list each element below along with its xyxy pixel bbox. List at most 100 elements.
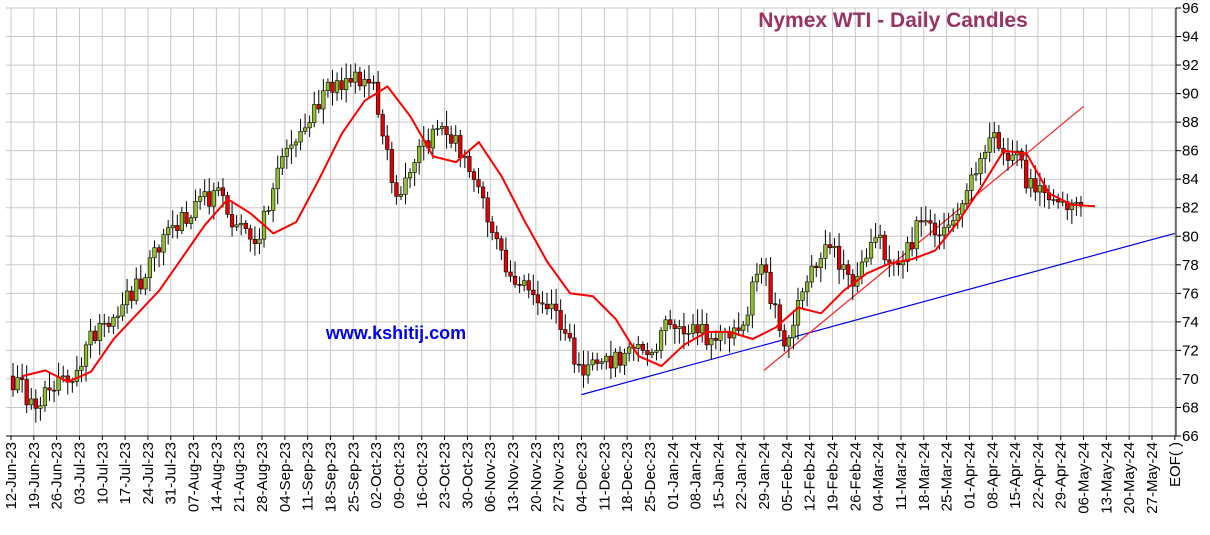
x-tick-label: EOF( ) — [1167, 442, 1184, 487]
candle-body — [106, 322, 111, 327]
candle-body — [494, 232, 499, 240]
x-tick-label: 07-Aug-23 — [186, 442, 203, 512]
candle-body — [449, 134, 454, 144]
candle-body — [1028, 178, 1033, 189]
candle-body — [695, 324, 700, 334]
candle-body — [129, 290, 134, 301]
candle-body — [517, 284, 522, 286]
candle-body — [613, 351, 618, 369]
candle-body — [284, 147, 289, 157]
candle-body — [321, 90, 326, 110]
candle-body — [996, 132, 1001, 149]
x-tick-label: 26-Feb-24 — [847, 442, 864, 511]
candle-body — [672, 324, 677, 329]
candle-body — [1005, 152, 1011, 161]
y-tick-label: 70 — [1182, 371, 1199, 388]
x-tick-label: 16-Oct-23 — [414, 442, 431, 509]
chart-title: Nymex WTI - Daily Candles — [758, 9, 1028, 32]
candle-body — [56, 376, 61, 391]
candle-body — [24, 379, 29, 406]
candle-body — [10, 375, 16, 391]
candle-body — [590, 359, 595, 366]
candle-body — [467, 156, 472, 172]
candle-body — [220, 187, 226, 196]
watermark-url: www.kshitij.com — [325, 323, 466, 343]
candle-body — [439, 126, 445, 129]
candle-body — [531, 289, 536, 296]
candle-body — [15, 377, 20, 391]
candle-body — [380, 113, 385, 137]
candle-body — [271, 188, 276, 211]
axes: 66 68 70 72 74 76 78 80 82 84 86 88 90 92 94 96 12-Jun-2… — [3, 0, 1199, 514]
candle-body — [827, 244, 833, 248]
x-tick-label: 15-Apr-24 — [1007, 442, 1024, 509]
candle-body — [718, 331, 723, 341]
candle-body — [471, 171, 477, 180]
candle-body — [430, 128, 435, 149]
x-tick-label: 27-May-24 — [1144, 442, 1161, 514]
candle-body — [366, 79, 372, 84]
candle-body — [225, 195, 230, 215]
candle-body — [599, 361, 604, 364]
candle-body — [307, 122, 312, 129]
x-tick-label: 08-Apr-24 — [984, 442, 1001, 509]
candle-body — [1024, 159, 1029, 189]
candle-body — [88, 330, 93, 346]
candle-body — [51, 389, 57, 392]
candle-body — [522, 280, 527, 286]
candle-body — [640, 344, 645, 351]
candle-body — [795, 300, 801, 326]
candle-body — [932, 222, 938, 236]
candle-body — [773, 303, 778, 306]
x-tick-label: 12-Feb-24 — [802, 442, 819, 511]
candle-body — [928, 220, 933, 224]
candle-body — [298, 130, 303, 143]
candle-body — [398, 194, 404, 197]
candle-body — [47, 387, 52, 391]
y-tick-label: 92 — [1182, 57, 1199, 74]
candle-body — [576, 363, 582, 366]
candle-body — [700, 324, 705, 334]
x-tick-label: 22-Jan-24 — [733, 442, 750, 510]
candle-body — [357, 71, 362, 87]
x-tick-label: 18-Mar-24 — [916, 442, 933, 511]
candle-body — [850, 274, 855, 287]
candle-body — [558, 310, 563, 330]
candle-body — [741, 324, 746, 331]
candle-body — [823, 244, 828, 259]
candle-body — [444, 126, 449, 136]
candle-body — [339, 80, 344, 90]
candle-body — [983, 151, 988, 159]
grid — [6, 7, 1176, 437]
candle-body — [832, 245, 837, 248]
candle-body — [859, 261, 865, 277]
candle-body — [120, 304, 125, 317]
candle-body — [654, 350, 659, 353]
x-tick-label: 11-Dec-23 — [596, 442, 613, 511]
candle-body — [403, 177, 408, 195]
candle-body — [289, 144, 294, 149]
candle-body — [334, 80, 340, 93]
candle-body — [353, 71, 358, 83]
candle-body — [544, 303, 550, 310]
candle-body — [234, 224, 239, 228]
candle-body — [125, 290, 130, 306]
candle-body — [946, 224, 951, 229]
candle-body — [754, 273, 760, 283]
candle-body — [745, 314, 750, 326]
candle-body — [211, 190, 216, 207]
x-tick-label: 28-Aug-23 — [254, 442, 271, 512]
candle-body — [198, 196, 203, 202]
x-tick-label: 05-Feb-24 — [779, 442, 796, 511]
candle-body — [42, 387, 48, 407]
candle-body — [905, 242, 910, 262]
candle-body — [759, 264, 764, 275]
candle-body — [887, 259, 892, 263]
candle-body — [914, 220, 919, 250]
x-tick-label: 08-Jan-24 — [688, 442, 705, 510]
candle-body — [636, 344, 641, 349]
candle-body — [782, 330, 787, 347]
x-tick-label: 19-Jun-23 — [26, 442, 43, 510]
y-tick-label: 76 — [1182, 285, 1199, 302]
x-tick-label: 10-Jul-23 — [94, 442, 111, 505]
